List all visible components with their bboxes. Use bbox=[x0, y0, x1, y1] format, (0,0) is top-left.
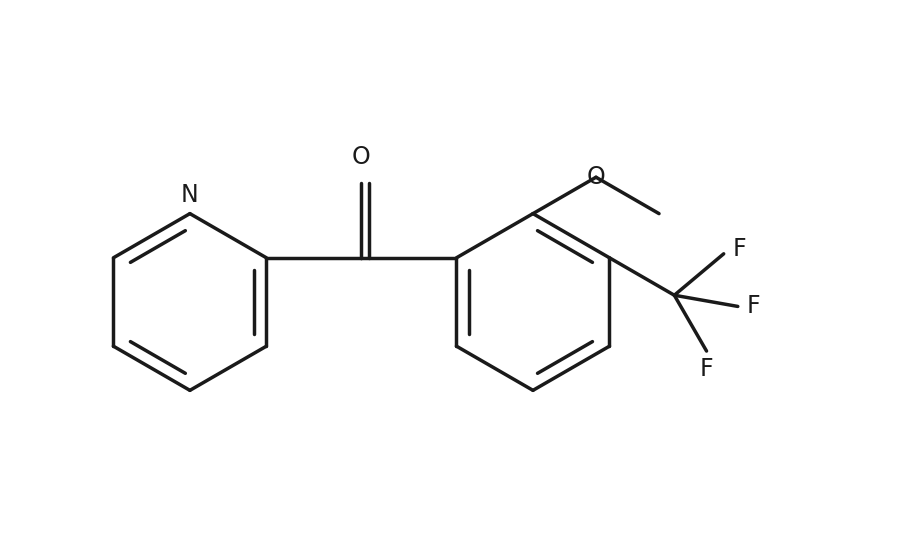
Text: N: N bbox=[181, 183, 198, 208]
Text: O: O bbox=[587, 165, 605, 189]
Text: F: F bbox=[700, 357, 713, 381]
Text: O: O bbox=[352, 145, 370, 169]
Text: F: F bbox=[733, 237, 746, 261]
Text: F: F bbox=[746, 294, 760, 319]
